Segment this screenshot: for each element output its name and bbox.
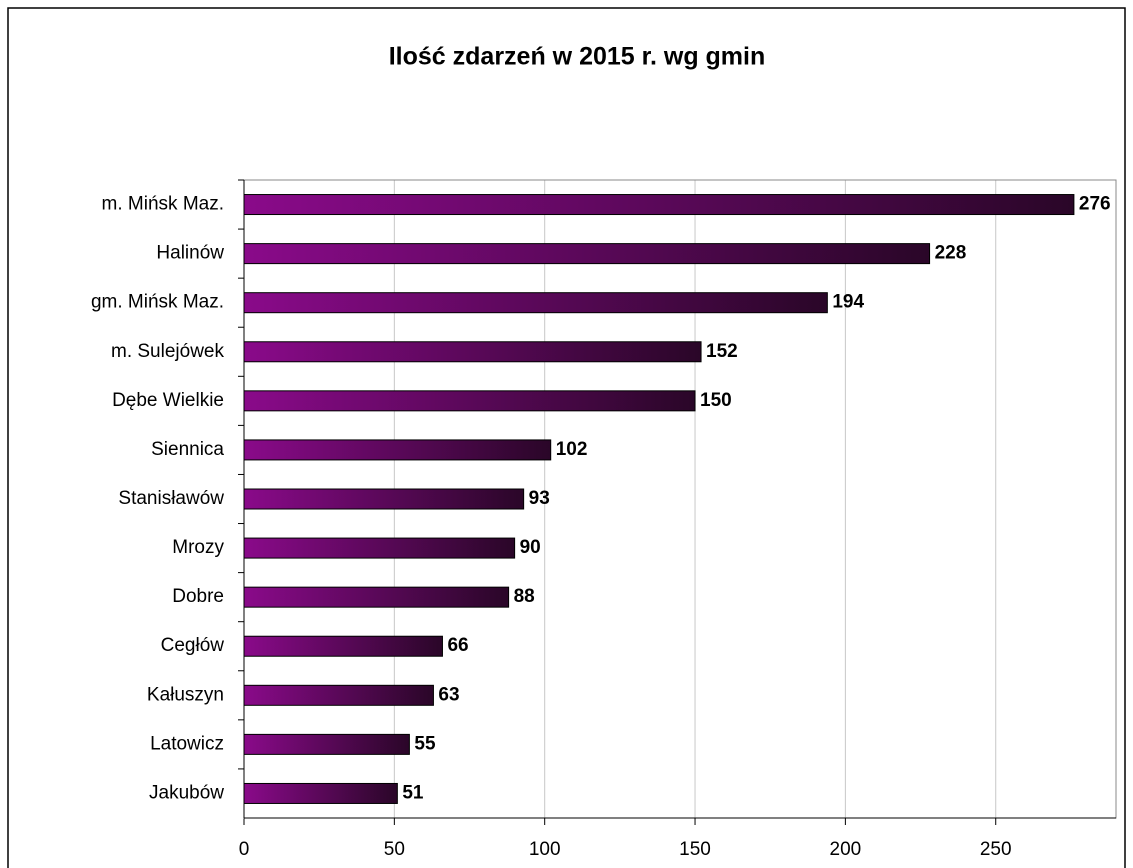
bar <box>243 390 696 412</box>
bar <box>243 341 702 363</box>
y-tick-label: Dębe Wielkie <box>112 390 224 411</box>
y-tick-label: Kałuszyn <box>147 684 224 705</box>
x-tick-label: 200 <box>830 839 862 860</box>
bar <box>243 439 552 461</box>
y-tick-label: Siennica <box>151 439 224 460</box>
value-label: 66 <box>447 635 468 656</box>
y-tick-label: Mrozy <box>172 537 224 558</box>
y-tick-label: m. Mińsk Maz. <box>102 194 224 215</box>
value-label: 152 <box>706 341 738 362</box>
y-tick-label: Jakubów <box>149 782 224 803</box>
y-tick-label: Cegłów <box>161 635 225 656</box>
bar <box>243 635 443 657</box>
y-tick-label: Halinów <box>156 243 224 264</box>
value-label: 150 <box>700 390 732 411</box>
y-tick-label: Latowicz <box>150 733 224 754</box>
value-label: 63 <box>438 684 459 705</box>
chart-title: Ilość zdarzeń w 2015 r. wg gmin <box>389 43 766 71</box>
value-label: 90 <box>520 537 541 558</box>
x-tick-label: 50 <box>384 839 405 860</box>
y-tick-label: Stanisławów <box>118 488 224 509</box>
bar <box>243 586 510 608</box>
y-tick-label: m. Sulejówek <box>111 341 224 362</box>
x-tick-label: 150 <box>679 839 711 860</box>
value-label: 88 <box>514 586 535 607</box>
value-label: 55 <box>414 733 436 754</box>
bar <box>243 488 525 510</box>
bar <box>243 733 410 755</box>
bar <box>243 537 516 559</box>
x-tick-label: 0 <box>239 839 250 860</box>
value-label: 276 <box>1079 194 1111 215</box>
x-tick-label: 100 <box>529 839 561 860</box>
chart-border <box>7 7 1126 868</box>
bar <box>243 292 828 314</box>
value-label: 194 <box>832 292 864 313</box>
y-tick-label: Dobre <box>172 586 224 607</box>
bar <box>243 194 1075 216</box>
value-label: 93 <box>529 488 550 509</box>
bar <box>243 243 931 265</box>
y-tick-label: gm. Mińsk Maz. <box>91 292 224 313</box>
bar <box>243 684 434 706</box>
x-tick-label: 250 <box>980 839 1012 860</box>
value-label: 228 <box>935 243 967 264</box>
value-label: 102 <box>556 439 588 460</box>
bar <box>243 782 398 804</box>
value-label: 51 <box>402 782 424 803</box>
